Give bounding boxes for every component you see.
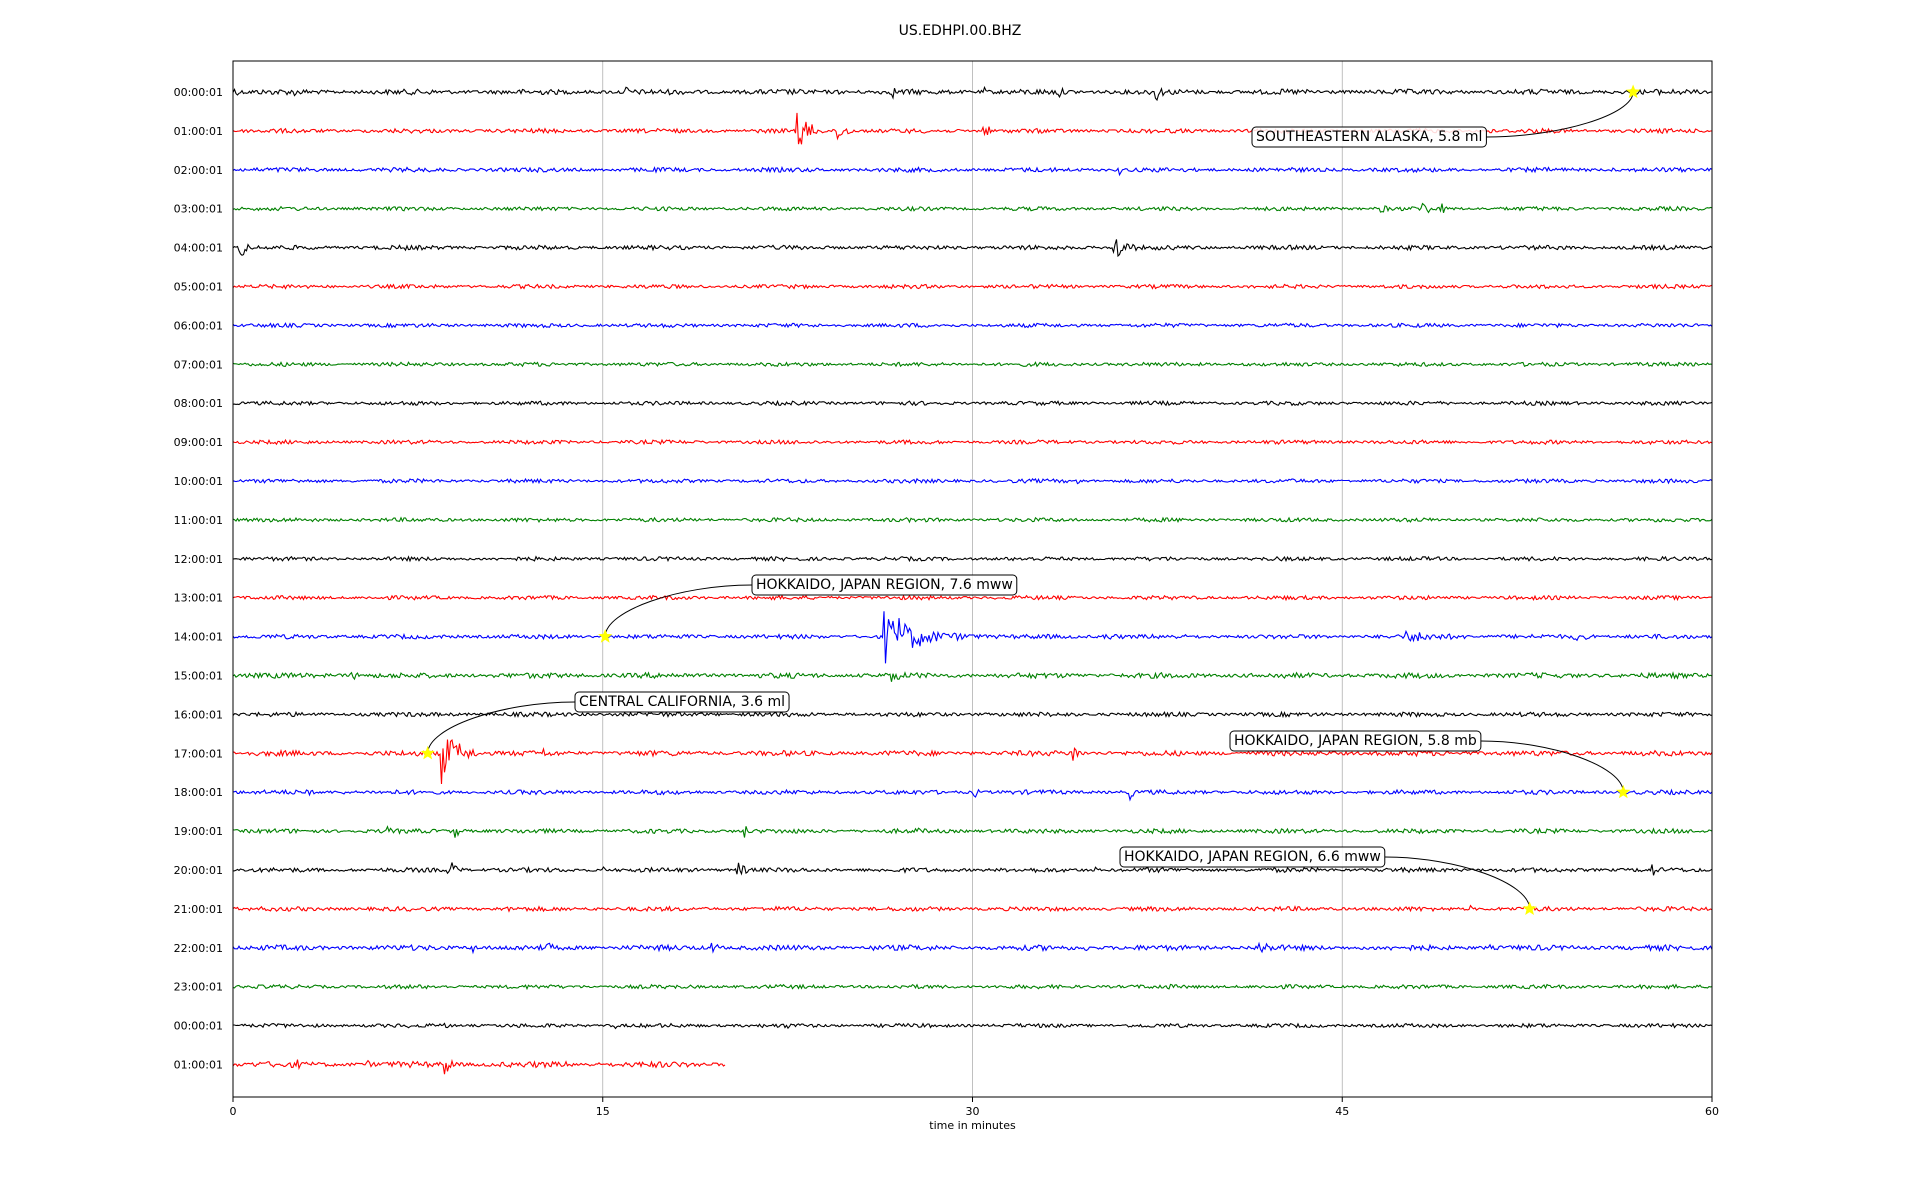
row-time-label: 05:00:01 (174, 281, 223, 294)
event-label: HOKKAIDO, JAPAN REGION, 5.8 mb (1234, 733, 1477, 749)
seismic-trace (232, 477, 1713, 485)
event-star-marker (1522, 901, 1537, 915)
event-annotation: HOKKAIDO, JAPAN REGION, 7.6 mww (598, 574, 1018, 643)
row-time-label: 14:00:01 (174, 631, 223, 644)
row-time-label: 20:00:01 (174, 864, 223, 877)
chart-title: US.EDHPI.00.BHZ (899, 23, 1022, 39)
row-time-label: 18:00:01 (174, 786, 223, 799)
seismic-trace (232, 322, 1713, 329)
trace-rows (232, 85, 1713, 1075)
row-time-label: 22:00:01 (174, 942, 223, 955)
event-annotation: CENTRAL CALIFORNIA, 3.6 ml (420, 691, 790, 760)
seismic-trace (233, 1022, 1713, 1030)
event-connector (427, 701, 576, 754)
event-label: HOKKAIDO, JAPAN REGION, 6.6 mww (1124, 849, 1381, 865)
row-time-label: 21:00:01 (174, 903, 223, 916)
row-time-label: 10:00:01 (174, 475, 223, 488)
row-time-label: 01:00:01 (174, 125, 223, 138)
event-annotation: SOUTHEASTERN ALASKA, 5.8 ml (1251, 84, 1641, 148)
seismic-trace (232, 85, 1712, 102)
row-time-label: 07:00:01 (174, 358, 223, 371)
x-tick-label: 30 (966, 1105, 980, 1118)
x-tick-label: 15 (596, 1105, 610, 1118)
seismic-trace (232, 941, 1713, 955)
event-annotations: SOUTHEASTERN ALASKA, 5.8 ml HOKKAIDO, JAP… (420, 84, 1641, 915)
seismic-trace (232, 594, 1713, 602)
seismic-trace (232, 611, 1713, 664)
x-axis-label: time in minutes (929, 1119, 1016, 1132)
row-time-label: 00:00:01 (174, 86, 223, 99)
seismic-trace (232, 710, 1713, 719)
row-time-label: 04:00:01 (174, 242, 223, 255)
row-time-label: 23:00:01 (174, 981, 223, 994)
row-time-label: 19:00:01 (174, 825, 223, 838)
seismic-trace (232, 862, 1713, 876)
seismic-trace (232, 438, 1713, 446)
seismic-trace (232, 983, 1713, 991)
row-time-label: 08:00:01 (174, 397, 223, 410)
event-connector (1486, 91, 1634, 138)
row-time-label: 06:00:01 (174, 319, 223, 332)
seismic-trace (232, 904, 1713, 913)
seismic-trace (232, 825, 1713, 838)
row-time-label: 01:00:01 (174, 1059, 223, 1072)
seismic-trace (232, 739, 1713, 785)
event-connector (1384, 856, 1531, 909)
seismic-trace (232, 361, 1713, 368)
event-star-marker (1616, 784, 1631, 799)
row-time-label: 17:00:01 (174, 747, 223, 760)
seismic-trace (232, 165, 1713, 177)
event-label: CENTRAL CALIFORNIA, 3.6 ml (579, 694, 785, 710)
x-axis-ticks: 0 15 30 45 60 (230, 1097, 1719, 1118)
event-star-marker (1626, 84, 1641, 99)
seismic-trace (232, 516, 1713, 524)
row-time-labels: 00:00:01 01:00:01 02:00:01 03:00:01 04:00:01… (174, 86, 223, 1072)
x-tick-label: 45 (1335, 1105, 1349, 1118)
row-time-label: 11:00:01 (174, 514, 223, 527)
event-connector (1480, 740, 1624, 793)
row-time-label: 12:00:01 (174, 553, 223, 566)
event-label: SOUTHEASTERN ALASKA, 5.8 ml (1256, 129, 1482, 145)
row-time-label: 15:00:01 (174, 670, 223, 683)
row-time-label: 03:00:01 (174, 203, 223, 216)
seismic-trace (232, 555, 1713, 563)
seismic-trace (232, 202, 1713, 214)
row-time-label: 00:00:01 (174, 1020, 223, 1033)
seismic-trace (232, 283, 1713, 290)
event-star-marker (420, 745, 435, 760)
event-annotation: HOKKAIDO, JAPAN REGION, 5.8 mb (1229, 730, 1631, 799)
row-time-label: 02:00:01 (174, 164, 223, 177)
event-connector (604, 584, 753, 637)
seismic-trace (232, 671, 1713, 682)
event-label: HOKKAIDO, JAPAN REGION, 7.6 mww (756, 577, 1013, 593)
x-tick-label: 60 (1705, 1105, 1719, 1118)
seismic-trace (232, 1058, 726, 1075)
row-time-label: 09:00:01 (174, 436, 223, 449)
event-annotation: HOKKAIDO, JAPAN REGION, 6.6 mww (1119, 846, 1537, 915)
event-star-marker (598, 629, 613, 643)
seismic-trace (232, 239, 1713, 258)
seismic-trace (232, 399, 1713, 407)
seismic-trace (232, 788, 1713, 802)
row-time-label: 13:00:01 (174, 592, 223, 605)
x-tick-label: 0 (230, 1105, 237, 1118)
row-time-label: 16:00:01 (174, 708, 223, 721)
